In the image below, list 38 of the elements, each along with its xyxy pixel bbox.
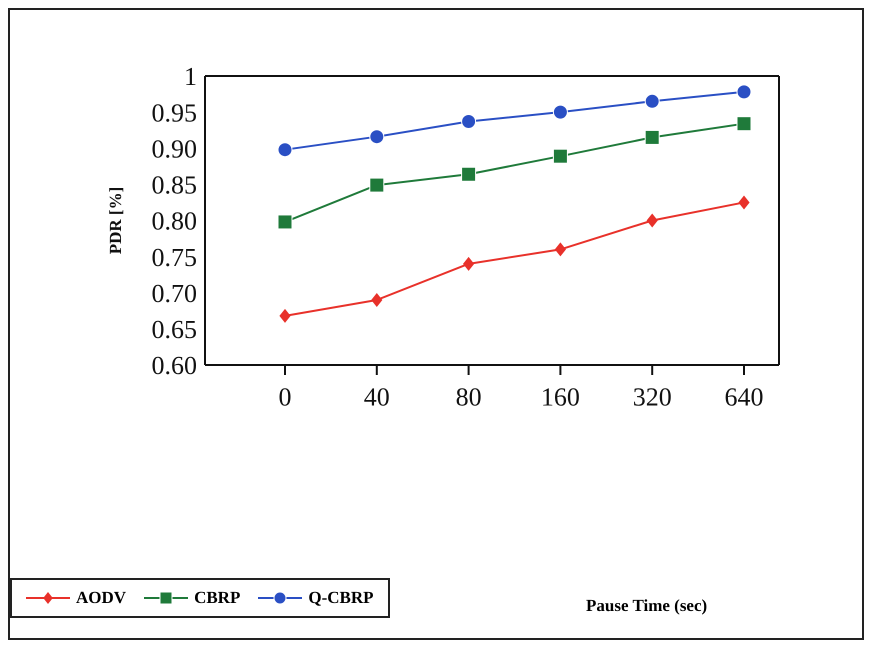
x-tick-label: 320 [632, 382, 672, 412]
point [646, 214, 658, 228]
point [644, 94, 660, 109]
y-tick-label: 0.80 [152, 206, 197, 236]
point [736, 116, 752, 132]
legend-label: AODV [75, 588, 126, 608]
y-tick-label: 0.90 [152, 134, 197, 164]
point [644, 130, 660, 145]
x-tick-label: 80 [456, 382, 482, 412]
y-tick-label: 0.70 [152, 278, 197, 308]
legend-label: CBRP [193, 588, 240, 608]
point [369, 178, 384, 193]
point [278, 214, 292, 230]
y-tick-label: 0.95 [152, 98, 197, 128]
point [279, 308, 291, 323]
x-tick-label: 160 [540, 382, 580, 412]
x-tick-label: 40 [364, 382, 390, 412]
y-tick-label: 0.75 [152, 242, 197, 272]
point [463, 256, 474, 271]
x-tick-label: 640 [724, 382, 764, 412]
y-axis-title: PDR [%] [106, 186, 126, 254]
y-tick-label: 1 [184, 62, 197, 92]
point [371, 292, 382, 307]
y-tick-label: 0.60 [152, 351, 197, 380]
point [738, 195, 750, 210]
y-tick-label: 0.85 [152, 170, 197, 200]
point [461, 166, 476, 182]
point [554, 242, 566, 256]
point [552, 148, 568, 164]
x-tick-label: 0 [278, 382, 292, 412]
point [461, 114, 476, 130]
point [278, 142, 292, 158]
point [736, 84, 752, 100]
legend-label: Q-CBRP [307, 588, 374, 608]
y-tick-label: 0.65 [152, 315, 197, 344]
point [552, 104, 568, 120]
text: Pause Time (sec) [586, 596, 708, 616]
point [369, 129, 384, 144]
